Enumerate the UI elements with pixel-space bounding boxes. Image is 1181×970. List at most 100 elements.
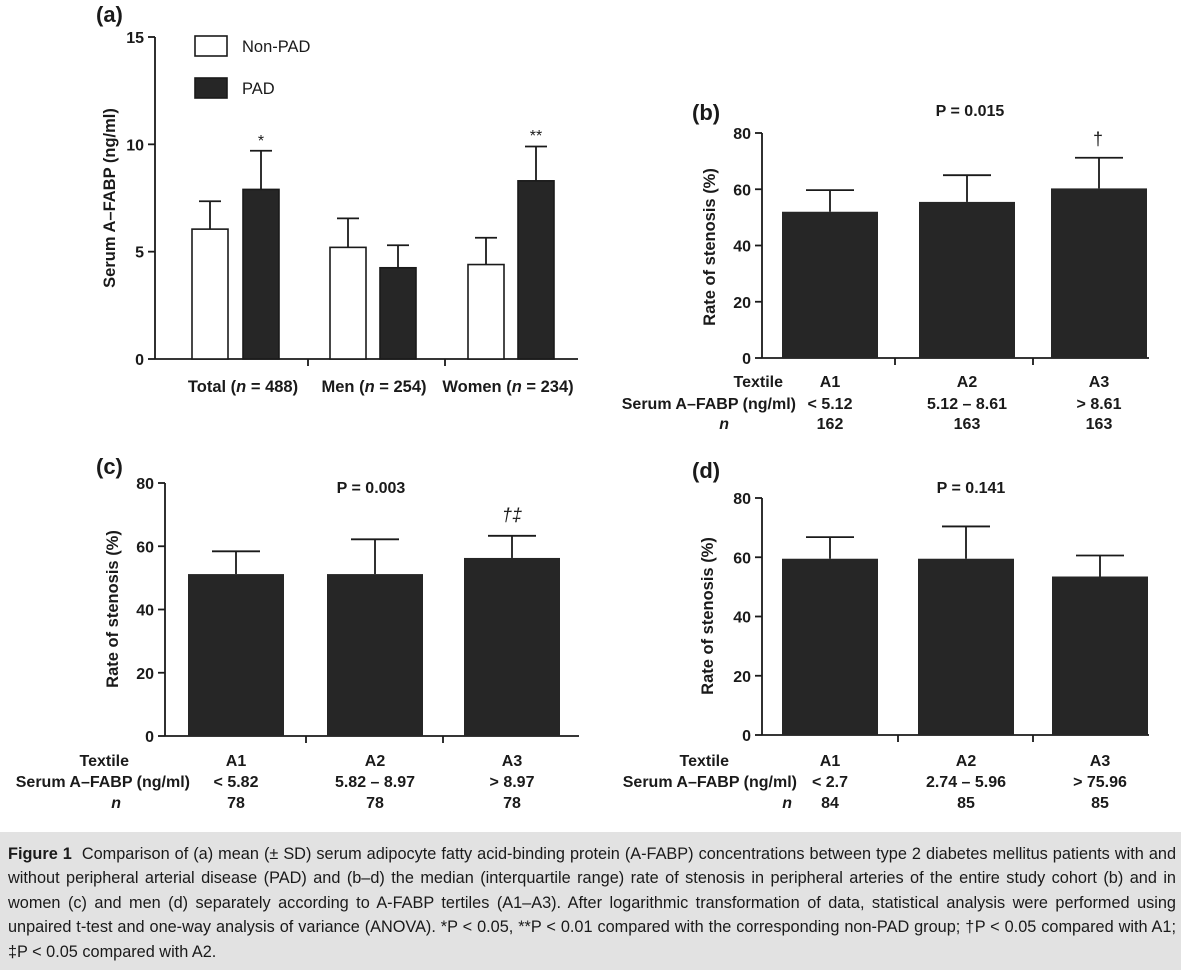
row-label-textile: Textile: [680, 753, 730, 770]
tertile-a1: A1: [820, 753, 841, 770]
bar: [919, 201, 1015, 358]
group-label-total: Total (n = 488): [188, 378, 298, 396]
range-a3: > 8.61: [1077, 396, 1122, 413]
panel-c-label: (c): [96, 454, 123, 479]
panel-b: (b) P = 0.015 Rate of stenosis (%) 0 20 40…: [622, 100, 1149, 433]
row-label-n: n: [719, 416, 729, 433]
n-a3: 85: [1091, 795, 1109, 812]
bar-non-pad: [467, 263, 505, 360]
legend-label-non-pad: Non-PAD: [242, 38, 311, 56]
panel-d-table: Textile Serum A–FABP (ng/ml) n A1 A2 A3 …: [623, 753, 1127, 812]
row-label-n: n: [782, 795, 792, 812]
panel-d-bars: [782, 525, 1148, 735]
panel-c-sig-a3: †‡: [502, 505, 522, 525]
panel-b-bars: [782, 156, 1147, 358]
y-tick-label: 0: [742, 728, 751, 745]
bar-pad: [379, 266, 417, 360]
y-tick-label: 20: [136, 666, 154, 683]
y-tick-label: 10: [126, 137, 144, 154]
n-a1: 162: [817, 416, 844, 433]
tertile-a2: A2: [957, 374, 978, 391]
range-a2: 5.12 – 8.61: [927, 396, 1007, 413]
panel-b-table: Textile Serum A–FABP (ng/ml) n A1 A2 A3 …: [622, 374, 1122, 433]
y-tick-label: 5: [135, 245, 144, 262]
row-label-textile: Textile: [734, 374, 784, 391]
bar: [464, 557, 560, 736]
caption-background: [0, 832, 1181, 970]
caption-text: Comparison of (a) mean (± SD) serum adip…: [8, 845, 1176, 961]
y-tick-label: 0: [135, 352, 144, 369]
y-tick-label: 40: [733, 610, 751, 627]
y-tick-label: 20: [733, 295, 751, 312]
row-label-serum: Serum A–FABP (ng/ml): [16, 774, 190, 791]
y-tick-label: 60: [733, 182, 751, 199]
sig-marker-women: **: [530, 128, 542, 145]
n-a3: 163: [1086, 416, 1113, 433]
y-tick-label: 20: [733, 669, 751, 686]
group-label-women: Women (n = 234): [442, 378, 573, 396]
panel-c-ylabel: Rate of stenosis (%): [104, 530, 122, 688]
y-tick-label: 0: [742, 351, 751, 368]
y-tick-label: 15: [126, 30, 144, 47]
range-a3: > 8.97: [490, 774, 535, 791]
n-a2: 85: [957, 795, 975, 812]
panel-c: (c) P = 0.003 Rate of stenosis (%) 0 20 40…: [16, 454, 579, 812]
y-tick-label: 80: [733, 491, 751, 508]
y-tick-label: 40: [733, 239, 751, 256]
y-tick-label: 60: [733, 550, 751, 567]
panel-c-bars: [188, 534, 560, 736]
panel-d-ylabel: Rate of stenosis (%): [699, 537, 717, 695]
panel-c-table: Textile Serum A–FABP (ng/ml) n A1 A2 A3 …: [16, 753, 535, 812]
panel-a-group-labels: Total (n = 488) Men (n = 254) Women (n =…: [188, 378, 574, 396]
bar: [782, 558, 878, 735]
panel-a-legend: Non-PAD PAD: [194, 35, 311, 99]
panel-c-pvalue: P = 0.003: [337, 480, 406, 497]
figure-caption: Figure 1 Comparison of (a) mean (± SD) se…: [8, 842, 1176, 964]
legend-swatch-non-pad: [194, 35, 228, 57]
bar: [188, 574, 284, 736]
n-a2: 78: [366, 795, 384, 812]
n-a2: 163: [954, 416, 981, 433]
tertile-a1: A1: [820, 374, 841, 391]
bar: [1052, 576, 1148, 735]
tertile-a1: A1: [226, 753, 247, 770]
panel-b-pvalue: P = 0.015: [936, 103, 1005, 120]
tertile-a3: A3: [1089, 374, 1110, 391]
panel-a: (a) Serum A–FABP (ng/ml) 0 5 10 15 Non-PAD …: [96, 2, 578, 396]
range-a2: 5.82 – 8.97: [335, 774, 415, 791]
sig-marker-total: *: [258, 133, 264, 150]
bar: [1051, 188, 1147, 358]
range-a1: < 5.12: [808, 396, 853, 413]
bar: [327, 574, 423, 736]
bar-non-pad: [191, 228, 229, 360]
bar-pad: [517, 180, 555, 360]
row-label-serum: Serum A–FABP (ng/ml): [622, 396, 796, 413]
y-tick-label: 40: [136, 603, 154, 620]
legend-label-pad: PAD: [242, 80, 275, 98]
row-label-textile: Textile: [80, 753, 130, 770]
panel-d-pvalue: P = 0.141: [937, 480, 1006, 497]
n-a3: 78: [503, 795, 521, 812]
tertile-a3: A3: [502, 753, 523, 770]
row-label-serum: Serum A–FABP (ng/ml): [623, 774, 797, 791]
n-a1: 78: [227, 795, 245, 812]
figure-canvas: (a) Serum A–FABP (ng/ml) 0 5 10 15 Non-PAD …: [16, 2, 1149, 812]
panel-b-ylabel: Rate of stenosis (%): [701, 168, 719, 326]
y-tick-label: 60: [136, 539, 154, 556]
legend-swatch-pad: [194, 77, 228, 99]
caption-title: Figure 1: [8, 845, 72, 863]
y-tick-label: 0: [145, 729, 154, 746]
panel-b-label: (b): [692, 100, 720, 125]
range-a1: < 2.7: [812, 774, 848, 791]
panel-d: (d) P = 0.141 Rate of stenosis (%) 0 20 40…: [623, 458, 1149, 812]
panel-b-sig-a3: †: [1093, 129, 1103, 149]
range-a2: 2.74 – 5.96: [926, 774, 1006, 791]
y-tick-label: 80: [136, 476, 154, 493]
range-a3: > 75.96: [1073, 774, 1127, 791]
tertile-a2: A2: [365, 753, 386, 770]
bar: [782, 211, 878, 358]
panel-a-label: (a): [96, 2, 123, 27]
tertile-a3: A3: [1090, 753, 1111, 770]
group-label-men: Men (n = 254): [321, 378, 426, 396]
bar-pad: [242, 188, 280, 360]
